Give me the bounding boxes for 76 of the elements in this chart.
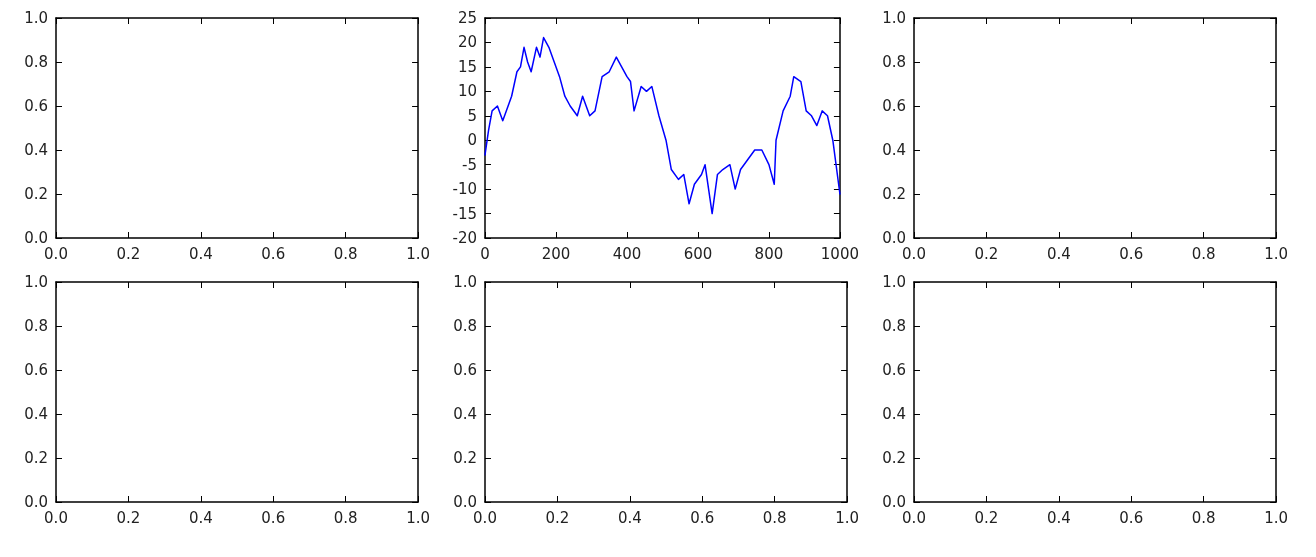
x-tick-label: 1.0 <box>1264 244 1288 263</box>
y-tick-label: 0.2 <box>24 185 48 203</box>
y-tick-label: 0.8 <box>882 317 906 335</box>
x-tick-label: 0.2 <box>116 508 141 527</box>
x-tick-label: 0.6 <box>261 508 286 527</box>
x-tick-label: 0.8 <box>333 508 358 527</box>
y-tick-label: 1.0 <box>453 273 477 291</box>
y-tick-label: -5 <box>462 155 477 174</box>
y-tick-label: 0.0 <box>24 229 48 247</box>
x-tick-label: 0.6 <box>690 508 715 527</box>
y-tick-label: 0.0 <box>453 493 477 511</box>
x-tick-label: 1.0 <box>406 244 430 263</box>
y-tick-label: 1.0 <box>24 273 48 291</box>
y-tick-label: 10 <box>457 82 477 101</box>
x-tick-label: 0.4 <box>188 508 213 527</box>
y-tick-label: 0.2 <box>24 449 48 467</box>
x-tick-label: 0.0 <box>902 508 926 527</box>
x-tick-label: 0.4 <box>617 508 642 527</box>
y-tick-label: 0.4 <box>882 141 906 159</box>
y-tick-label: -15 <box>452 204 477 223</box>
x-tick-label: 0.4 <box>1046 508 1071 527</box>
y-tick-label: 0.0 <box>882 493 906 511</box>
x-tick-label: 0.8 <box>762 508 787 527</box>
x-tick-label: 0 <box>480 244 490 263</box>
x-tick-label: 0.4 <box>1046 244 1071 263</box>
x-tick-label: 0.6 <box>1119 508 1144 527</box>
x-tick-label: 0.8 <box>1191 508 1216 527</box>
y-tick-label: 0.8 <box>882 53 906 71</box>
y-tick-label: 0.6 <box>24 97 48 115</box>
y-tick-label: 0.2 <box>882 449 906 467</box>
y-tick-label: -10 <box>452 180 477 199</box>
x-tick-label: 0.0 <box>44 508 68 527</box>
x-tick-label: 0.6 <box>1119 244 1144 263</box>
y-tick-label: 0.6 <box>882 97 906 115</box>
line-series <box>484 36 841 215</box>
y-tick-label: 0.4 <box>24 405 48 423</box>
x-tick-label: 1000 <box>820 244 860 263</box>
x-tick-label: 0.2 <box>545 508 570 527</box>
x-tick-label: 0.8 <box>333 244 358 263</box>
x-tick-label: 0.2 <box>974 244 999 263</box>
x-tick-label: 0.8 <box>1191 244 1216 263</box>
y-tick-label: 0.6 <box>882 361 906 379</box>
y-tick-label: 0.4 <box>24 141 48 159</box>
y-tick-label: -20 <box>452 229 477 247</box>
x-tick-label: 200 <box>541 244 571 263</box>
y-tick-label: 0.2 <box>453 449 477 467</box>
y-tick-label: 0.8 <box>24 53 48 71</box>
y-tick-label: 0.4 <box>453 405 477 423</box>
x-tick-label: 0.0 <box>902 244 926 263</box>
y-tick-label: 0.0 <box>24 493 48 511</box>
x-tick-label: 0.2 <box>116 244 141 263</box>
x-tick-label: 0.0 <box>44 244 68 263</box>
y-tick-label: 0 <box>467 131 477 150</box>
x-tick-label: 1.0 <box>1264 508 1288 527</box>
y-tick-label: 5 <box>467 106 477 125</box>
y-tick-label: 15 <box>457 57 477 76</box>
y-tick-label: 1.0 <box>24 9 48 27</box>
x-tick-label: 400 <box>612 244 642 263</box>
y-tick-label: 20 <box>457 33 477 52</box>
x-tick-label: 0.6 <box>261 244 286 263</box>
y-tick-label: 0.8 <box>453 317 477 335</box>
x-tick-label: 0.2 <box>974 508 999 527</box>
y-tick-label: 1.0 <box>882 9 906 27</box>
y-tick-label: 25 <box>457 9 477 27</box>
x-tick-label: 1.0 <box>406 508 430 527</box>
y-tick-label: 1.0 <box>882 273 906 291</box>
x-tick-label: 1.0 <box>835 508 859 527</box>
y-tick-label: 0.8 <box>24 317 48 335</box>
x-tick-label: 800 <box>754 244 784 263</box>
x-tick-label: 600 <box>683 244 713 263</box>
y-tick-label: 0.4 <box>882 405 906 423</box>
y-tick-label: 0.2 <box>882 185 906 203</box>
y-tick-label: 0.0 <box>882 229 906 247</box>
y-tick-label: 0.6 <box>453 361 477 379</box>
x-tick-label: 0.4 <box>188 244 213 263</box>
y-tick-label: 0.6 <box>24 361 48 379</box>
